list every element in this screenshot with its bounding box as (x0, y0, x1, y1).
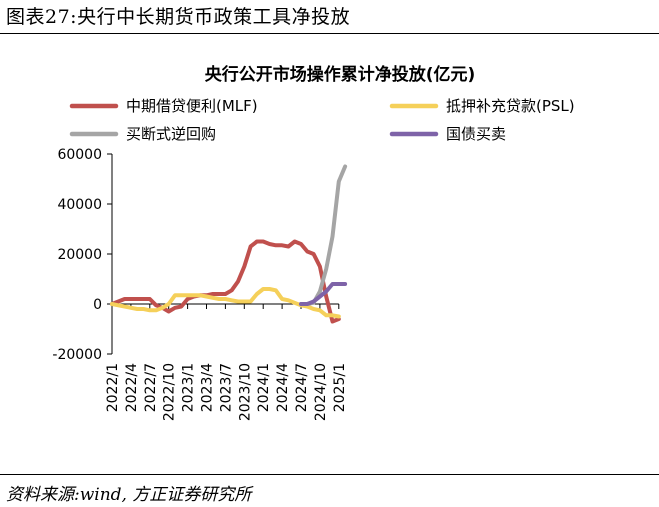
x-tick-label: 2024/4 (275, 363, 291, 412)
x-tick-label: 2023/10 (237, 363, 253, 421)
bottom-rule (0, 474, 659, 475)
legend-label-1: 中期借贷便利(MLF) (126, 97, 258, 115)
x-tick-label: 2022/4 (124, 363, 140, 412)
x-tick-label: 2025/1 (332, 363, 348, 412)
x-tick-label: 2023/1 (181, 363, 197, 412)
x-tick-label: 2022/7 (143, 363, 159, 412)
y-tick-label: 60000 (57, 147, 102, 163)
x-tick-label: 2023/7 (218, 363, 234, 412)
x-tick-label: 2024/1 (256, 363, 272, 412)
series-line-4 (299, 282, 348, 306)
y-tick-label: 20000 (57, 247, 102, 263)
legend-label-4: 国债买卖 (446, 125, 506, 143)
series-line-1 (110, 239, 341, 324)
x-tick-label: 2024/10 (313, 363, 329, 421)
y-tick-label: 40000 (57, 197, 102, 213)
top-rule (0, 33, 659, 34)
x-tick-label: 2022/1 (105, 363, 121, 412)
source-note: 资料来源:wind, 方正证券研究所 (6, 485, 252, 505)
series-layer (110, 164, 348, 324)
figure-title: 图表27:央行中长期货币政策工具净投放 (6, 6, 351, 28)
chart-title: 央行公开市场操作累计净投放(亿元) (205, 64, 476, 85)
legend-label-3: 买断式逆回购 (126, 125, 216, 143)
legend: 中期借贷便利(MLF) 抵押补充贷款(PSL) 买断式逆回购 国债买卖 (69, 97, 575, 143)
x-tick-label: 2024/7 (294, 363, 310, 412)
x-tick-label: 2023/4 (200, 363, 216, 412)
x-tick-label: 2022/10 (162, 363, 178, 421)
legend-label-2: 抵押补充贷款(PSL) (446, 97, 575, 115)
y-tick-label: 0 (93, 297, 102, 313)
axes: -20000 0 20000 40000 60000 2022/1 2022/4 2022/7… (52, 147, 347, 421)
y-tick-label: -20000 (52, 347, 102, 363)
